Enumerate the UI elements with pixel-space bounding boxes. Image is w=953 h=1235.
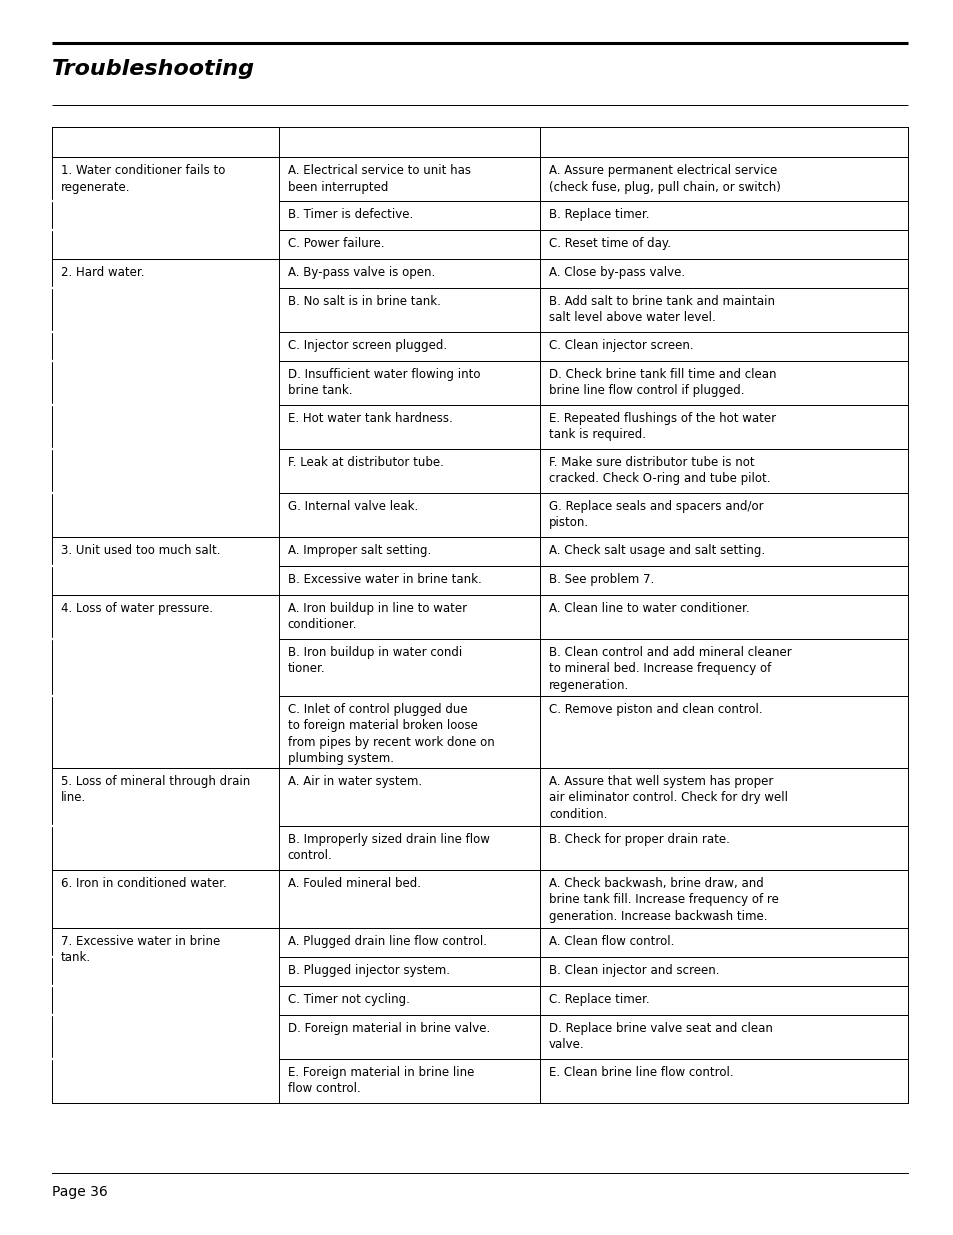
Text: A. Improper salt setting.: A. Improper salt setting. bbox=[288, 543, 431, 557]
Text: D. Insufficient water flowing into
brine tank.: D. Insufficient water flowing into brine… bbox=[288, 368, 480, 398]
Text: C. Clean injector screen.: C. Clean injector screen. bbox=[548, 338, 693, 352]
Text: B. Excessive water in brine tank.: B. Excessive water in brine tank. bbox=[288, 573, 481, 585]
Text: A. Clean flow control.: A. Clean flow control. bbox=[548, 935, 674, 948]
Text: A. Iron buildup in line to water
conditioner.: A. Iron buildup in line to water conditi… bbox=[288, 601, 466, 631]
Text: C. Inlet of control plugged due
to foreign material broken loose
from pipes by r: C. Inlet of control plugged due to forei… bbox=[288, 703, 494, 766]
Text: A. Assure that well system has proper
air eliminator control. Check for dry well: A. Assure that well system has proper ai… bbox=[548, 776, 787, 821]
Text: C. Remove piston and clean control.: C. Remove piston and clean control. bbox=[548, 703, 761, 716]
Text: 7. Excessive water in brine
tank.: 7. Excessive water in brine tank. bbox=[61, 935, 220, 965]
Text: A. Close by-pass valve.: A. Close by-pass valve. bbox=[548, 266, 684, 279]
Text: C. Replace timer.: C. Replace timer. bbox=[548, 993, 649, 1007]
Text: B. Improperly sized drain line flow
control.: B. Improperly sized drain line flow cont… bbox=[288, 832, 489, 862]
Text: A. Fouled mineral bed.: A. Fouled mineral bed. bbox=[288, 877, 420, 890]
Text: E. Repeated flushings of the hot water
tank is required.: E. Repeated flushings of the hot water t… bbox=[548, 412, 775, 441]
Text: A. Clean line to water conditioner.: A. Clean line to water conditioner. bbox=[548, 601, 749, 615]
Text: A. By-pass valve is open.: A. By-pass valve is open. bbox=[288, 266, 435, 279]
Text: B. Plugged injector system.: B. Plugged injector system. bbox=[288, 965, 450, 977]
Text: F. Make sure distributor tube is not
cracked. Check O-ring and tube pilot.: F. Make sure distributor tube is not cra… bbox=[548, 456, 770, 485]
Text: A. Plugged drain line flow control.: A. Plugged drain line flow control. bbox=[288, 935, 486, 948]
Text: A. Check salt usage and salt setting.: A. Check salt usage and salt setting. bbox=[548, 543, 764, 557]
Text: C. Timer not cycling.: C. Timer not cycling. bbox=[288, 993, 409, 1007]
Text: 6. Iron in conditioned water.: 6. Iron in conditioned water. bbox=[61, 877, 227, 890]
Text: B. Clean injector and screen.: B. Clean injector and screen. bbox=[548, 965, 719, 977]
Text: 3. Unit used too much salt.: 3. Unit used too much salt. bbox=[61, 543, 220, 557]
Text: E. Clean brine line flow control.: E. Clean brine line flow control. bbox=[548, 1066, 733, 1079]
Text: D. Check brine tank fill time and clean
brine line flow control if plugged.: D. Check brine tank fill time and clean … bbox=[548, 368, 776, 398]
Text: E. Foreign material in brine line
flow control.: E. Foreign material in brine line flow c… bbox=[288, 1066, 474, 1095]
Text: B. Clean control and add mineral cleaner
to mineral bed. Increase frequency of
r: B. Clean control and add mineral cleaner… bbox=[548, 646, 791, 692]
Text: 4. Loss of water pressure.: 4. Loss of water pressure. bbox=[61, 601, 213, 615]
Text: C. Injector screen plugged.: C. Injector screen plugged. bbox=[288, 338, 447, 352]
Text: Page 36: Page 36 bbox=[52, 1186, 108, 1199]
Text: E. Hot water tank hardness.: E. Hot water tank hardness. bbox=[288, 412, 452, 425]
Text: B. Check for proper drain rate.: B. Check for proper drain rate. bbox=[548, 832, 729, 846]
Text: B. Replace timer.: B. Replace timer. bbox=[548, 207, 649, 221]
Text: 2. Hard water.: 2. Hard water. bbox=[61, 266, 144, 279]
Text: B. Add salt to brine tank and maintain
salt level above water level.: B. Add salt to brine tank and maintain s… bbox=[548, 295, 774, 325]
Text: 5. Loss of mineral through drain
line.: 5. Loss of mineral through drain line. bbox=[61, 776, 250, 804]
Text: G. Replace seals and spacers and/or
piston.: G. Replace seals and spacers and/or pist… bbox=[548, 500, 762, 530]
Text: A. Check backwash, brine draw, and
brine tank fill. Increase frequency of re
gen: A. Check backwash, brine draw, and brine… bbox=[548, 877, 778, 923]
Text: A. Air in water system.: A. Air in water system. bbox=[288, 776, 421, 788]
Text: B. No salt is in brine tank.: B. No salt is in brine tank. bbox=[288, 295, 440, 308]
Text: C. Power failure.: C. Power failure. bbox=[288, 237, 384, 249]
Text: C. Reset time of day.: C. Reset time of day. bbox=[548, 237, 670, 249]
Text: G. Internal valve leak.: G. Internal valve leak. bbox=[288, 500, 417, 513]
Text: B. Timer is defective.: B. Timer is defective. bbox=[288, 207, 413, 221]
Text: B. See problem 7.: B. See problem 7. bbox=[548, 573, 654, 585]
Text: A. Electrical service to unit has
been interrupted: A. Electrical service to unit has been i… bbox=[288, 164, 471, 194]
Text: D. Foreign material in brine valve.: D. Foreign material in brine valve. bbox=[288, 1023, 490, 1035]
Text: F. Leak at distributor tube.: F. Leak at distributor tube. bbox=[288, 456, 443, 469]
Text: 1. Water conditioner fails to
regenerate.: 1. Water conditioner fails to regenerate… bbox=[61, 164, 225, 194]
Text: D. Replace brine valve seat and clean
valve.: D. Replace brine valve seat and clean va… bbox=[548, 1023, 772, 1051]
Text: Troubleshooting: Troubleshooting bbox=[52, 59, 254, 79]
Text: B. Iron buildup in water condi
tioner.: B. Iron buildup in water condi tioner. bbox=[288, 646, 461, 676]
Text: A. Assure permanent electrical service
(check fuse, plug, pull chain, or switch): A. Assure permanent electrical service (… bbox=[548, 164, 780, 194]
